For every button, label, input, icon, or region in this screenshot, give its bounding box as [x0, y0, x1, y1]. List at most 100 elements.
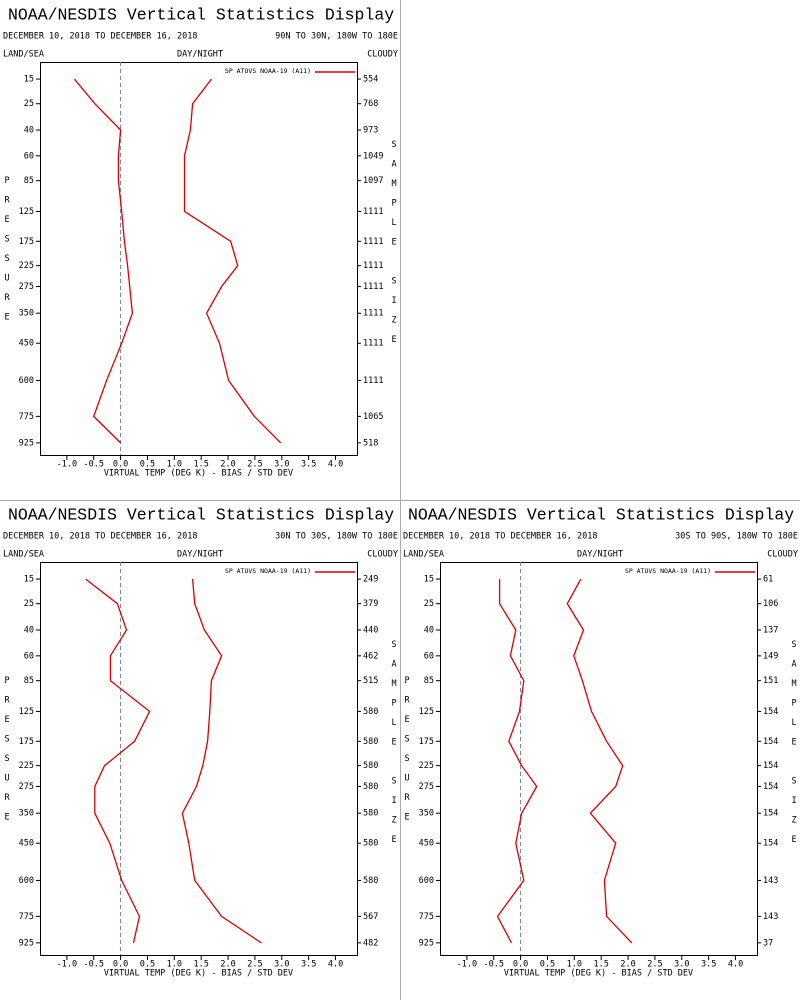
y-tick-label: 175	[19, 237, 34, 247]
x-tick-label: 3.0	[674, 960, 689, 970]
sample-size-label: 580	[363, 761, 378, 771]
sample-size-label: 1097	[363, 176, 383, 186]
y-tick-label: 40	[24, 625, 34, 635]
sample-size-label: 143	[763, 876, 778, 886]
x-tick-label: 1.0	[567, 960, 582, 970]
x-tick-label: -1.0	[57, 960, 77, 970]
x-tick-label: 0.5	[540, 960, 555, 970]
sample-size-label: 440	[363, 625, 378, 635]
x-tick-label: 1.0	[167, 960, 182, 970]
y-tick-label: 600	[419, 876, 434, 886]
std-dev-line	[566, 578, 633, 944]
sample-size-label: 154	[763, 782, 778, 792]
y-tick-label: 775	[19, 412, 34, 422]
y-tick-label: 85	[24, 676, 34, 686]
y-tick-label: 15	[24, 575, 34, 585]
date-range: DECEMBER 10, 2018 TO DECEMBER 16, 2018	[3, 532, 197, 542]
y-tick-label: 925	[19, 438, 34, 448]
y-tick-label: 925	[419, 938, 434, 948]
y-tick-label: 775	[19, 912, 34, 922]
y-tick-label: 275	[419, 782, 434, 792]
sample-size-label: 379	[363, 599, 378, 609]
y-axis-label: PRESSURE	[402, 676, 412, 832]
y-tick-label: 60	[424, 651, 434, 661]
y-tick-label: 275	[19, 782, 34, 792]
x-tick-label: 3.5	[301, 460, 316, 470]
x-tick-label: 0.0	[113, 460, 128, 470]
y-tick-label: 40	[24, 125, 34, 135]
y-tick-label: 125	[419, 707, 434, 717]
sample-size-label: 515	[363, 676, 378, 686]
y-tick-label: 125	[19, 707, 34, 717]
legend-label: SP ATOVS NOAA-19 (A11)	[225, 567, 311, 575]
sample-size-label: 973	[363, 125, 378, 135]
y-axis-label: PRESSURE	[2, 176, 12, 332]
plot-frame	[40, 62, 358, 456]
y-tick-label: 775	[419, 912, 434, 922]
x-tick-label: 2.0	[620, 960, 635, 970]
date-range: DECEMBER 10, 2018 TO DECEMBER 16, 2018	[3, 32, 197, 42]
day-night: DAY/NIGHT	[577, 550, 623, 560]
sample-size-label: 249	[363, 575, 378, 585]
sample-size-label: 580	[363, 782, 378, 792]
y-tick-label: 225	[419, 761, 434, 771]
y-tick-label: 925	[19, 938, 34, 948]
x-tick-label: 0.0	[513, 960, 528, 970]
legend-label: SP ATOVS NOAA-19 (A11)	[625, 567, 711, 575]
y-tick-label: 85	[424, 676, 434, 686]
x-tick-label: 1.5	[194, 460, 209, 470]
y-tick-label: 60	[24, 151, 34, 161]
x-axis-label: VIRTUAL TEMP (DEG K) - BIAS / STD DEV	[104, 469, 293, 479]
y-axis-label: PRESSURE	[2, 676, 12, 832]
region: 30S TO 90S, 180W TO 180E	[675, 532, 798, 542]
date-range: DECEMBER 10, 2018 TO DECEMBER 16, 2018	[403, 532, 597, 542]
y-tick-label: 450	[19, 339, 34, 349]
cloudy: CLOUDY	[367, 550, 398, 560]
x-tick-label: 2.0	[220, 960, 235, 970]
x-tick-label: -1.0	[457, 960, 477, 970]
sample-size-label: 567	[363, 912, 378, 922]
sample-size-label: 154	[763, 839, 778, 849]
sample-size-label: 1111	[363, 237, 383, 247]
y-tick-label: 225	[19, 761, 34, 771]
land-sea: LAND/SEA	[3, 50, 44, 60]
y-tick-label: 175	[19, 737, 34, 747]
x-tick-label: 2.5	[247, 460, 262, 470]
sample-size-label: 1111	[363, 282, 383, 292]
cloudy: CLOUDY	[367, 50, 398, 60]
sample-size-label: 580	[363, 707, 378, 717]
y-tick-label: 85	[24, 176, 34, 186]
x-tick-label: 4.0	[728, 960, 743, 970]
sample-size-label: 482	[363, 938, 378, 948]
x-tick-label: 0.5	[140, 460, 155, 470]
cloudy: CLOUDY	[767, 550, 798, 560]
sample-size-label: 554	[363, 75, 378, 85]
sample-size-label: 154	[763, 707, 778, 717]
sample-size-label: 1111	[363, 207, 383, 217]
sample-size-label: 106	[763, 599, 778, 609]
sample-size-label: 149	[763, 651, 778, 661]
sample-size-label: 137	[763, 625, 778, 635]
sample-size-label: 580	[363, 839, 378, 849]
bias-line	[496, 579, 538, 944]
sample-size-label: 580	[363, 809, 378, 819]
x-axis-label: VIRTUAL TEMP (DEG K) - BIAS / STD DEV	[504, 969, 693, 979]
legend-label: SP ATOVS NOAA-19 (A11)	[225, 67, 311, 75]
day-night: DAY/NIGHT	[177, 50, 223, 60]
y2-axis-label: SAMPLE SIZE	[389, 140, 399, 355]
x-tick-label: 3.0	[274, 460, 289, 470]
sample-size-label: 154	[763, 809, 778, 819]
x-tick-label: -1.0	[57, 460, 77, 470]
sample-size-label: 1049	[363, 151, 383, 161]
y2-axis-label: SAMPLE SIZE	[389, 640, 399, 855]
sample-size-label: 154	[763, 761, 778, 771]
y-tick-label: 225	[19, 261, 34, 271]
region: 30N TO 30S, 180W TO 180E	[275, 532, 398, 542]
sample-size-label: 580	[363, 737, 378, 747]
y-tick-label: 25	[24, 599, 34, 609]
y-tick-label: 350	[419, 809, 434, 819]
sample-size-label: 580	[363, 876, 378, 886]
sample-size-label: 154	[763, 737, 778, 747]
